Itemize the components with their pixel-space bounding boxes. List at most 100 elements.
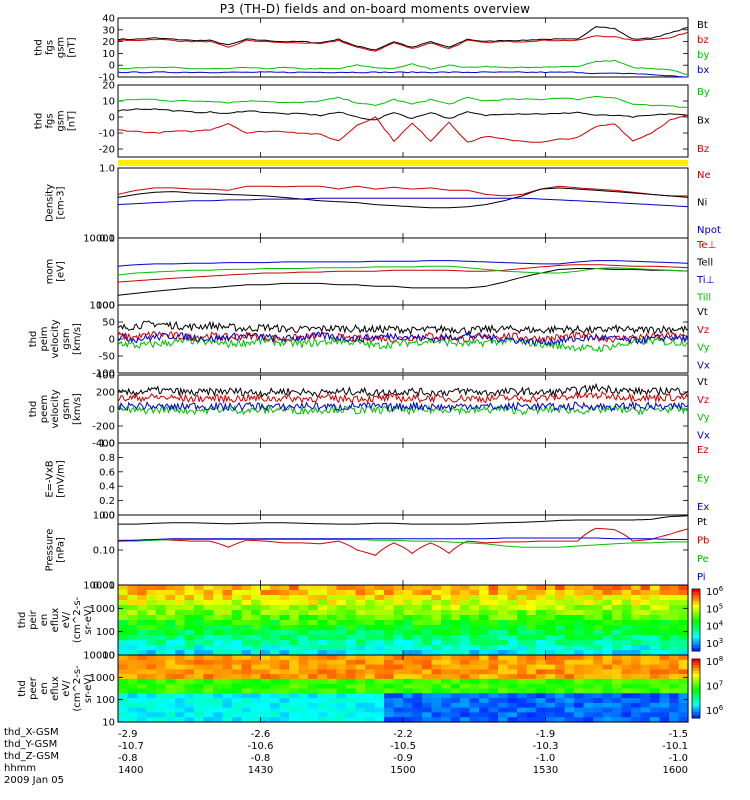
heatmap-cell bbox=[678, 590, 689, 596]
heatmap-cell bbox=[650, 664, 661, 670]
heatmap-cell bbox=[583, 712, 594, 718]
heatmap-cell bbox=[602, 650, 613, 656]
heatmap-cell bbox=[156, 655, 167, 661]
heatmap-cell bbox=[374, 595, 385, 601]
heatmap-cell bbox=[327, 585, 338, 591]
legend-entry: bz bbox=[697, 35, 709, 46]
heatmap-cell bbox=[260, 640, 271, 646]
heatmap-cell bbox=[403, 698, 414, 704]
heatmap-cell bbox=[336, 664, 347, 670]
heatmap-cell bbox=[279, 625, 290, 631]
heatmap-cell bbox=[526, 615, 537, 621]
heatmap-cell bbox=[365, 717, 376, 723]
heatmap-cell bbox=[498, 615, 509, 621]
heatmap-cell bbox=[450, 659, 461, 666]
heatmap-cell bbox=[441, 650, 452, 656]
heatmap-cell bbox=[137, 605, 148, 611]
heatmap-cell bbox=[431, 659, 442, 666]
panel-9: 10610510410310000100010010thdpeireneflux… bbox=[17, 581, 724, 662]
heatmap-cell bbox=[156, 683, 167, 690]
heatmap-cell bbox=[593, 698, 604, 704]
heatmap-cell bbox=[583, 683, 594, 690]
heatmap-cell bbox=[659, 585, 670, 591]
heatmap-cell bbox=[517, 655, 528, 661]
heatmap-cell bbox=[650, 630, 661, 636]
heatmap-cell bbox=[156, 585, 167, 591]
heatmap-cell bbox=[241, 712, 252, 718]
heatmap-cell bbox=[365, 595, 376, 601]
heatmap-cell bbox=[631, 650, 642, 656]
heatmap-cell bbox=[564, 664, 575, 670]
heatmap-cell bbox=[384, 600, 395, 606]
heatmap-cell bbox=[270, 678, 281, 685]
heatmap-cell bbox=[127, 678, 138, 685]
heatmap-cell bbox=[602, 585, 613, 591]
heatmap-cell bbox=[184, 688, 195, 694]
heatmap-cell bbox=[156, 600, 167, 606]
heatmap-cell bbox=[545, 688, 556, 694]
heatmap-cell bbox=[441, 620, 452, 626]
legend-entry: Ex bbox=[697, 502, 709, 513]
heatmap-cell bbox=[336, 650, 347, 656]
heatmap-cell bbox=[507, 640, 518, 646]
heatmap-cell bbox=[279, 600, 290, 606]
heatmap-cell bbox=[384, 655, 395, 661]
heatmap-cell bbox=[517, 595, 528, 601]
heatmap-cell bbox=[441, 655, 452, 661]
heatmap-cell bbox=[422, 630, 433, 636]
heatmap-cell bbox=[612, 605, 623, 611]
heatmap-cell bbox=[469, 585, 480, 591]
heatmap-cell bbox=[146, 640, 157, 646]
heatmap-cell bbox=[317, 590, 328, 596]
heatmap-cell bbox=[279, 635, 290, 641]
heatmap-cell bbox=[327, 630, 338, 636]
heatmap-cell bbox=[327, 693, 338, 699]
heatmap-cell bbox=[127, 664, 138, 670]
heatmap-cell bbox=[232, 707, 243, 713]
heatmap-cell bbox=[317, 688, 328, 694]
heatmap-cell bbox=[118, 610, 129, 616]
heatmap-cell bbox=[412, 640, 423, 646]
heatmap-cell bbox=[393, 610, 404, 616]
heatmap-cell bbox=[441, 640, 452, 646]
heatmap-cell bbox=[488, 590, 499, 596]
series-line-Vx bbox=[117, 400, 689, 413]
heatmap-cell bbox=[669, 702, 680, 709]
heatmap-cell bbox=[526, 659, 537, 666]
heatmap-cell bbox=[346, 669, 357, 675]
heatmap-cell bbox=[469, 655, 480, 661]
y-tick-label: 0.0 bbox=[99, 511, 115, 522]
heatmap-cell bbox=[498, 600, 509, 606]
heatmap-cell bbox=[289, 674, 300, 680]
heatmap-cell bbox=[260, 585, 271, 591]
heatmap-cell bbox=[536, 712, 547, 718]
heatmap-cell bbox=[669, 698, 680, 704]
heatmap-cell bbox=[317, 712, 328, 718]
heatmap-cell bbox=[289, 702, 300, 709]
heatmap-cell bbox=[194, 600, 205, 606]
heatmap-cell bbox=[317, 640, 328, 646]
heatmap-cell bbox=[545, 659, 556, 666]
heatmap-cell bbox=[574, 645, 585, 651]
heatmap-cell bbox=[678, 625, 689, 631]
heatmap-cell bbox=[564, 615, 575, 621]
heatmap-cell bbox=[564, 645, 575, 651]
series-line-Ni bbox=[117, 187, 689, 209]
heatmap-cell bbox=[118, 712, 129, 718]
heatmap-cell bbox=[317, 669, 328, 675]
series-line-Bx bbox=[117, 108, 689, 121]
heatmap-cell bbox=[659, 712, 670, 718]
heatmap-cell bbox=[526, 590, 537, 596]
heatmap-cell bbox=[564, 712, 575, 718]
heatmap-cell bbox=[621, 659, 632, 666]
heatmap-cell bbox=[194, 683, 205, 690]
heatmap-cell bbox=[365, 702, 376, 709]
heatmap-cell bbox=[317, 707, 328, 713]
heatmap-cell bbox=[118, 585, 129, 591]
heatmap-cell bbox=[450, 693, 461, 699]
heatmap-cell bbox=[327, 674, 338, 680]
heatmap-cell bbox=[669, 717, 680, 723]
heatmap-cell bbox=[479, 620, 490, 626]
heatmap-cell bbox=[137, 674, 148, 680]
heatmap-cell bbox=[146, 683, 157, 690]
